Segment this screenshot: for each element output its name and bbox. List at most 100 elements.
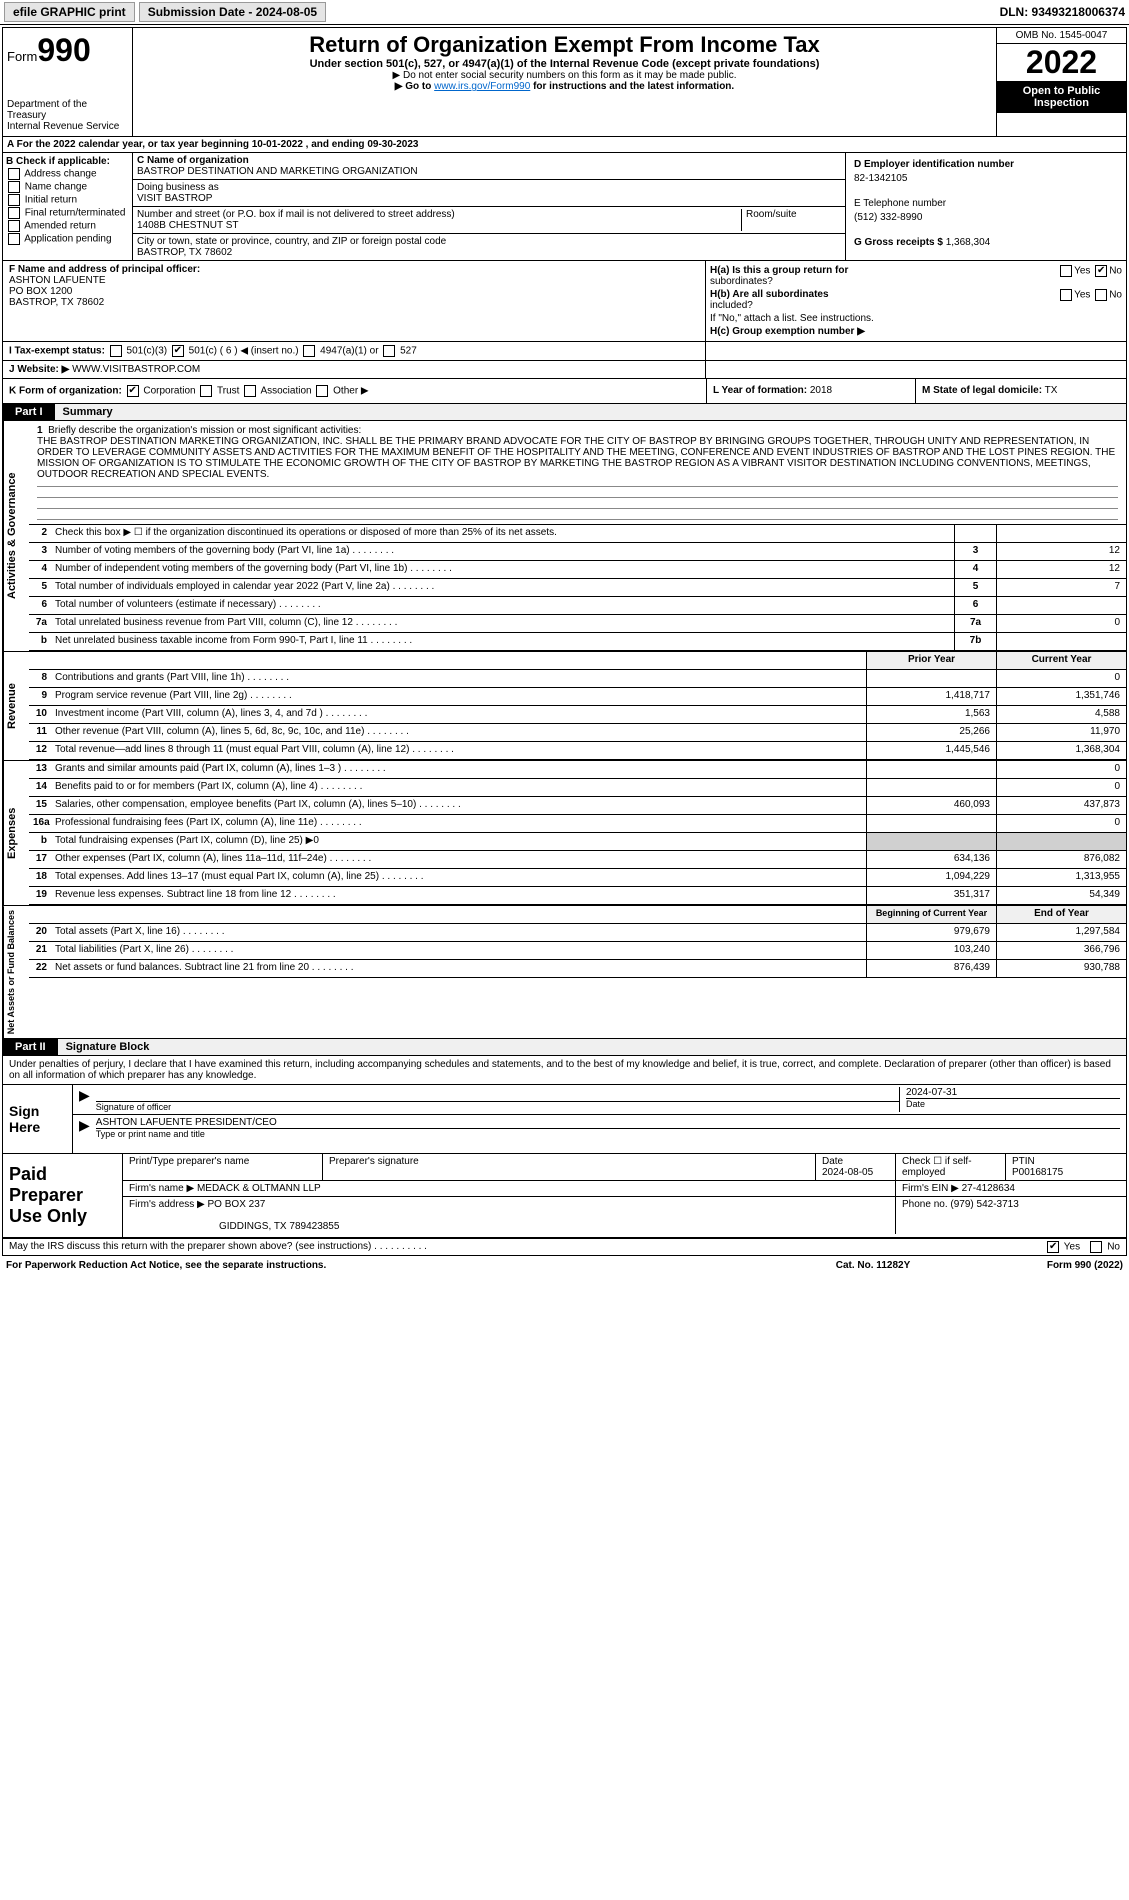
dba-label: Doing business as bbox=[137, 182, 219, 193]
efile-label: efile GRAPHIC print bbox=[4, 2, 135, 22]
form-footer: Form 990 (2022) bbox=[973, 1260, 1123, 1271]
officer-addr1: PO BOX 1200 bbox=[9, 286, 72, 297]
chk-initial-return[interactable]: Initial return bbox=[6, 194, 129, 206]
summary-line: 9Program service revenue (Part VIII, lin… bbox=[29, 688, 1126, 706]
summary-line: 10Investment income (Part VIII, column (… bbox=[29, 706, 1126, 724]
row-i-tax-status: I Tax-exempt status: 501(c)(3) ✔ 501(c) … bbox=[3, 342, 706, 360]
dept-treasury: Department of the Treasury bbox=[7, 99, 128, 121]
b-header: B Check if applicable: bbox=[6, 156, 110, 167]
vside-revenue: Revenue bbox=[3, 652, 29, 760]
summary-line: 3Number of voting members of the governi… bbox=[29, 543, 1126, 561]
omb-number: OMB No. 1545-0047 bbox=[997, 28, 1126, 44]
gross-value: 1,368,304 bbox=[946, 237, 991, 248]
summary-line: 16aProfessional fundraising fees (Part I… bbox=[29, 815, 1126, 833]
summary-line: 13Grants and similar amounts paid (Part … bbox=[29, 761, 1126, 779]
ein-label: D Employer identification number bbox=[854, 159, 1014, 170]
form-prefix: Form bbox=[7, 49, 37, 64]
summary-line: 15Salaries, other compensation, employee… bbox=[29, 797, 1126, 815]
street-value: 1408B CHESTNUT ST bbox=[137, 220, 239, 231]
summary-line: 22Net assets or fund balances. Subtract … bbox=[29, 960, 1126, 978]
sig-date-label: Date bbox=[906, 1098, 1120, 1109]
summary-line: 11Other revenue (Part VIII, column (A), … bbox=[29, 724, 1126, 742]
prep-name-label: Print/Type preparer's name bbox=[123, 1154, 323, 1180]
summary-line: 19Revenue less expenses. Subtract line 1… bbox=[29, 887, 1126, 905]
city-value: BASTROP, TX 78602 bbox=[137, 247, 232, 258]
form-990: Form990 Department of the Treasury Inter… bbox=[2, 27, 1127, 1256]
sig-date: 2024-07-31 bbox=[906, 1087, 1120, 1098]
open-public: Open to Public Inspection bbox=[997, 81, 1126, 113]
sig-officer-label: Signature of officer bbox=[96, 1101, 899, 1112]
room-suite-label: Room/suite bbox=[741, 209, 841, 231]
summary-line: 12Total revenue—add lines 8 through 11 (… bbox=[29, 742, 1126, 760]
form-subtitle-1: Under section 501(c), 527, or 4947(a)(1)… bbox=[137, 58, 992, 70]
hc-label: H(c) Group exemption number ▶ bbox=[710, 326, 865, 337]
summary-line: bTotal fundraising expenses (Part IX, co… bbox=[29, 833, 1126, 851]
vside-expenses: Expenses bbox=[3, 761, 29, 905]
discuss-row: May the IRS discuss this return with the… bbox=[3, 1238, 1126, 1255]
summary-line: 4Number of independent voting members of… bbox=[29, 561, 1126, 579]
summary-line: 18Total expenses. Add lines 13–17 (must … bbox=[29, 869, 1126, 887]
dln: DLN: 93493218006374 bbox=[1000, 5, 1125, 19]
part-2-header: Part II Signature Block bbox=[3, 1039, 1126, 1056]
cat-no: Cat. No. 11282Y bbox=[773, 1260, 973, 1271]
row-k-form-org: K Form of organization: ✔ Corporation Tr… bbox=[3, 379, 706, 403]
form-number: 990 bbox=[37, 32, 90, 68]
section-c-org-info: C Name of organization BASTROP DESTINATI… bbox=[133, 153, 846, 260]
street-label: Number and street (or P.O. box if mail i… bbox=[137, 209, 455, 220]
summary-line: 21Total liabilities (Part X, line 26)103… bbox=[29, 942, 1126, 960]
chk-address-change[interactable]: Address change bbox=[6, 168, 129, 180]
summary-line: 6Total number of volunteers (estimate if… bbox=[29, 597, 1126, 615]
irs-link[interactable]: www.irs.gov/Form990 bbox=[434, 81, 530, 92]
prep-sig-label: Preparer's signature bbox=[323, 1154, 816, 1180]
officer-addr2: BASTROP, TX 78602 bbox=[9, 297, 104, 308]
chk-name-change[interactable]: Name change bbox=[6, 181, 129, 193]
irs-label: Internal Revenue Service bbox=[7, 121, 128, 132]
summary-line: 17Other expenses (Part IX, column (A), l… bbox=[29, 851, 1126, 869]
summary-line: 8Contributions and grants (Part VIII, li… bbox=[29, 670, 1126, 688]
h-note: If "No," attach a list. See instructions… bbox=[710, 313, 1122, 324]
phone-value: (512) 332-8990 bbox=[854, 212, 1118, 223]
firm-phone: (979) 542-3713 bbox=[950, 1199, 1018, 1210]
section-f-officer: F Name and address of principal officer:… bbox=[3, 261, 706, 341]
row-j-website: J Website: ▶ WWW.VISITBASTROP.COM bbox=[3, 361, 706, 378]
m-label: M State of legal domicile: bbox=[922, 385, 1042, 396]
tax-year: 2022 bbox=[997, 44, 1126, 81]
submission-date: Submission Date - 2024-08-05 bbox=[139, 2, 326, 22]
form-title: Return of Organization Exempt From Incom… bbox=[137, 32, 992, 58]
dba-value: VISIT BASTROP bbox=[137, 193, 212, 204]
state-domicile: TX bbox=[1045, 385, 1058, 396]
col-begin-year: Beginning of Current Year bbox=[866, 906, 996, 923]
l-label: L Year of formation: bbox=[713, 385, 807, 396]
form-subtitle-2: ▶ Do not enter social security numbers o… bbox=[137, 70, 992, 81]
summary-line: 5Total number of individuals employed in… bbox=[29, 579, 1126, 597]
line-1-mission: 1 Briefly describe the organization's mi… bbox=[29, 421, 1126, 525]
col-current-year: Current Year bbox=[996, 652, 1126, 669]
org-name: BASTROP DESTINATION AND MARKETING ORGANI… bbox=[137, 166, 418, 177]
firm-ein: 27-4128634 bbox=[962, 1183, 1015, 1194]
city-label: City or town, state or province, country… bbox=[137, 236, 446, 247]
c-name-label: C Name of organization bbox=[137, 155, 249, 166]
goto-pre: ▶ Go to bbox=[395, 81, 434, 92]
section-d-ein: D Employer identification number 82-1342… bbox=[846, 153, 1126, 260]
firm-addr1: PO BOX 237 bbox=[208, 1199, 266, 1210]
prep-date: 2024-08-05 bbox=[822, 1167, 873, 1178]
sig-name: ASHTON LAFUENTE PRESIDENT/CEO bbox=[96, 1117, 1120, 1128]
section-b-checkboxes: B Check if applicable: Address change Na… bbox=[3, 153, 133, 260]
col-prior-year: Prior Year bbox=[866, 652, 996, 669]
gross-label: G Gross receipts $ bbox=[854, 237, 943, 248]
vside-net-assets: Net Assets or Fund Balances bbox=[3, 906, 29, 1038]
chk-final-return[interactable]: Final return/terminated bbox=[6, 207, 129, 219]
form-header: Form990 Department of the Treasury Inter… bbox=[3, 28, 1126, 137]
penalty-statement: Under penalties of perjury, I declare th… bbox=[3, 1056, 1126, 1084]
vside-governance: Activities & Governance bbox=[3, 421, 29, 651]
part-1-header: Part I Summary bbox=[3, 404, 1126, 421]
summary-line: 14Benefits paid to or for members (Part … bbox=[29, 779, 1126, 797]
topbar: efile GRAPHIC print Submission Date - 20… bbox=[0, 0, 1129, 25]
summary-line: 20Total assets (Part X, line 16)979,6791… bbox=[29, 924, 1126, 942]
sig-name-label: Type or print name and title bbox=[96, 1128, 1120, 1139]
chk-application-pending[interactable]: Application pending bbox=[6, 233, 129, 245]
website-value: WWW.VISITBASTROP.COM bbox=[72, 364, 200, 375]
mission-text: THE BASTROP DESTINATION MARKETING ORGANI… bbox=[37, 436, 1115, 480]
chk-amended-return[interactable]: Amended return bbox=[6, 220, 129, 232]
sign-here-label: Sign Here bbox=[3, 1085, 73, 1153]
